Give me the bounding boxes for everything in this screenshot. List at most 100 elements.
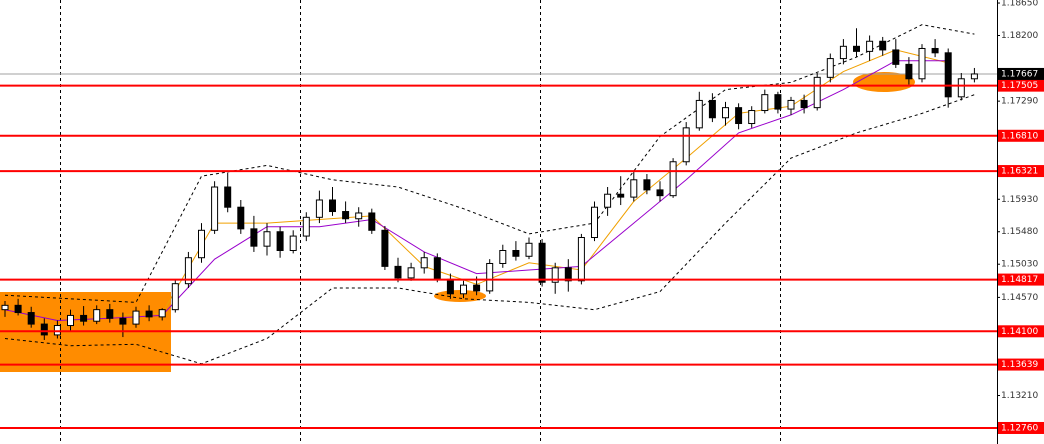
candle-body xyxy=(158,309,166,318)
candle-body xyxy=(53,325,61,336)
candle-body xyxy=(67,314,74,327)
candle-body xyxy=(853,45,860,52)
level-label-box xyxy=(998,358,1044,371)
candles xyxy=(1,28,978,340)
candle-body xyxy=(669,161,677,197)
candle-body xyxy=(931,47,939,54)
candle-body xyxy=(132,310,140,325)
candle-body xyxy=(250,228,258,247)
level-label-box xyxy=(998,165,1044,178)
y-tick-label: 1.15930 xyxy=(1001,195,1038,205)
level-label: 1.14100 xyxy=(1001,327,1038,337)
candle-body xyxy=(315,199,323,218)
candle-body xyxy=(591,206,598,239)
candle-body xyxy=(289,235,297,251)
candle-body xyxy=(918,47,926,80)
candle-body xyxy=(420,257,428,269)
candle-body xyxy=(538,242,546,283)
candle-body xyxy=(329,199,336,213)
candle-body xyxy=(184,257,192,285)
candle-body xyxy=(80,314,88,322)
candle-body xyxy=(407,267,415,279)
candle-body xyxy=(276,231,284,251)
candle-body xyxy=(93,309,101,322)
y-tick-label: 1.14570 xyxy=(1001,293,1038,303)
candle-body xyxy=(604,193,612,208)
candle-body xyxy=(970,73,978,80)
candle-body xyxy=(237,206,245,230)
candle-body xyxy=(826,58,834,78)
candle-body xyxy=(119,317,127,325)
candle-body xyxy=(14,304,22,314)
candle-body xyxy=(381,229,389,267)
candle-body xyxy=(800,99,808,109)
candle-body xyxy=(486,262,494,292)
candle-body xyxy=(198,229,205,259)
level-label: 1.16321 xyxy=(1001,167,1038,177)
candle-body xyxy=(787,99,795,110)
candle-body xyxy=(643,179,651,191)
y-tick-label: 1.13210 xyxy=(1001,391,1038,401)
candle-body xyxy=(355,212,363,220)
candle-body xyxy=(106,309,114,319)
candle-body xyxy=(499,249,507,264)
candle-body xyxy=(708,99,716,119)
candle-body xyxy=(839,45,847,60)
candle-body xyxy=(302,216,310,237)
y-tick-label: 1.17290 xyxy=(1001,97,1038,107)
candle-body xyxy=(27,312,35,325)
level-label: 1.17505 xyxy=(1001,81,1038,91)
candle-body xyxy=(473,284,481,292)
indicator-line xyxy=(4,24,975,303)
level-label: 1.16810 xyxy=(1001,131,1038,141)
candle-body xyxy=(722,107,729,119)
level-label: 1.14817 xyxy=(1001,275,1038,285)
candle-body xyxy=(905,63,913,80)
candle-body xyxy=(368,212,376,231)
candle-body xyxy=(342,211,350,220)
candle-body xyxy=(630,179,638,198)
candle-body xyxy=(433,257,441,280)
level-label-box xyxy=(998,129,1044,142)
candle-body xyxy=(394,265,402,279)
candle-body xyxy=(577,237,585,282)
candle-body xyxy=(656,189,664,197)
candle-body xyxy=(263,231,271,247)
y-tick-label: 1.18200 xyxy=(1001,31,1038,41)
candle-body xyxy=(224,186,232,208)
last-price-label: 1.17667 xyxy=(1001,69,1038,79)
level-label-box xyxy=(998,325,1044,338)
last-price-box xyxy=(998,67,1044,80)
candle-body xyxy=(564,267,572,282)
candle-body xyxy=(446,278,454,295)
candle-body xyxy=(944,52,952,98)
candle-body xyxy=(774,94,782,110)
candle-body xyxy=(1,304,9,311)
level-label-box xyxy=(998,421,1044,434)
candle-body xyxy=(40,323,48,336)
candle-body xyxy=(525,242,533,257)
candle-body xyxy=(866,40,874,52)
candle-body xyxy=(892,49,900,65)
level-label-box xyxy=(998,79,1044,92)
level-label: 1.12760 xyxy=(1001,423,1038,433)
candle-body xyxy=(957,78,965,98)
candle-body xyxy=(748,110,756,125)
candle-body xyxy=(460,284,467,295)
candle-body xyxy=(551,267,559,283)
candle-body xyxy=(735,107,743,125)
candle-body xyxy=(512,249,520,257)
highlight-zone xyxy=(853,72,915,92)
level-label-box xyxy=(998,273,1044,286)
candle-body xyxy=(617,193,625,198)
indicator-line xyxy=(4,94,975,365)
candle-body xyxy=(682,127,690,163)
candle-body xyxy=(171,283,179,311)
candle-body xyxy=(879,40,887,51)
candle-body xyxy=(211,186,219,231)
candle-body xyxy=(813,76,821,109)
y-tick-label: 1.18650 xyxy=(1001,0,1038,9)
candle-body xyxy=(145,310,153,318)
level-label: 1.13639 xyxy=(1001,360,1038,370)
